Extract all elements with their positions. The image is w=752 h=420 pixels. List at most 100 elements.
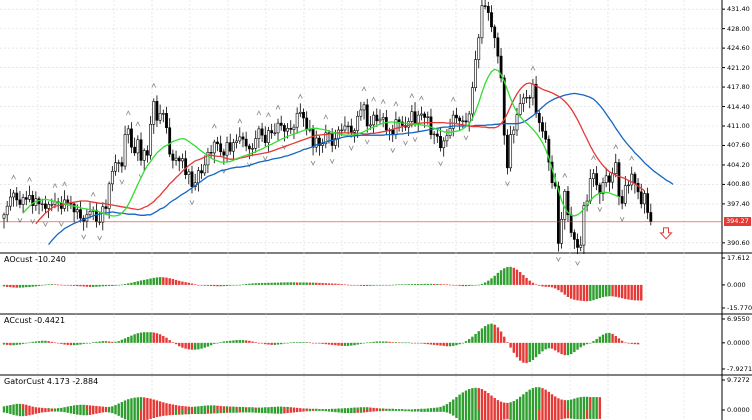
- histogram-bar: [391, 284, 394, 286]
- candle-body: [607, 175, 611, 183]
- candle-body: [576, 239, 579, 248]
- histogram-bar: [525, 391, 528, 410]
- histogram-bar: [369, 407, 372, 410]
- histogram-bar: [547, 284, 551, 287]
- histogram-bar: [257, 283, 261, 285]
- histogram-bar: [152, 332, 155, 343]
- fractal-down-icon: [189, 200, 195, 206]
- histogram-bar: [528, 410, 531, 420]
- histogram-bar: [165, 403, 168, 410]
- histogram-bar: [209, 410, 213, 414]
- candle-body: [636, 182, 640, 193]
- histogram-bar: [95, 405, 98, 410]
- histogram-bar: [174, 405, 178, 410]
- histogram-bar: [448, 284, 452, 286]
- histogram-bar: [283, 282, 286, 285]
- histogram-bar: [413, 342, 417, 344]
- histogram-bar: [531, 282, 535, 285]
- histogram-bar: [356, 342, 359, 345]
- histogram-bar: [579, 397, 582, 410]
- histogram-bar: [178, 342, 181, 347]
- ao-histogram: [2, 266, 643, 302]
- histogram-bar: [366, 407, 369, 410]
- histogram-bar: [547, 391, 551, 410]
- histogram-bar: [566, 342, 570, 356]
- indicator-tick-label: -15.770: [727, 304, 752, 312]
- histogram-bar: [209, 342, 213, 346]
- histogram-bar: [101, 341, 104, 343]
- histogram-bar: [82, 342, 85, 344]
- histogram-bar: [426, 410, 429, 412]
- histogram-bar: [401, 342, 404, 344]
- histogram-bar: [525, 342, 528, 364]
- histogram-bar: [534, 284, 538, 286]
- histogram-bar: [101, 284, 104, 287]
- histogram-bar: [276, 410, 280, 414]
- price-tick-label: 400.80: [727, 180, 750, 189]
- histogram-bar: [582, 284, 586, 302]
- histogram-bar: [149, 410, 152, 419]
- candle-body: [340, 129, 344, 132]
- histogram-bar: [385, 410, 388, 411]
- histogram-bar: [608, 332, 611, 343]
- histogram-bar: [225, 341, 229, 343]
- price-tick-label: 424.60: [727, 44, 750, 53]
- histogram-bar: [295, 282, 299, 285]
- histogram-bar: [184, 410, 187, 415]
- histogram-bar: [305, 410, 308, 412]
- histogram-bar: [85, 342, 89, 344]
- fractal-down-icon: [348, 145, 354, 151]
- histogram-bar: [184, 342, 187, 349]
- histogram-bar: [225, 406, 229, 410]
- histogram-bar: [241, 340, 245, 343]
- histogram-bar: [343, 408, 347, 410]
- candle-body: [292, 126, 296, 130]
- candle-body: [12, 192, 15, 198]
- histogram-bar: [120, 410, 124, 418]
- histogram-bar: [238, 406, 241, 410]
- candle-body: [442, 140, 446, 149]
- histogram-bar: [251, 341, 254, 343]
- histogram-bar: [136, 397, 140, 410]
- candle-body: [477, 37, 481, 60]
- histogram-bar: [334, 283, 337, 285]
- histogram-bar: [569, 399, 573, 410]
- histogram-bar: [566, 410, 570, 419]
- histogram-bar: [162, 402, 165, 410]
- histogram-bar: [455, 410, 458, 419]
- histogram-bar: [624, 342, 627, 344]
- histogram-bar: [193, 284, 197, 285]
- histogram-bar: [474, 333, 477, 343]
- candle-body: [270, 130, 274, 134]
- histogram-bar: [554, 396, 557, 410]
- candle-body: [426, 116, 430, 118]
- histogram-bar: [528, 342, 531, 363]
- histogram-bar: [493, 397, 496, 410]
- histogram-bar: [219, 405, 222, 410]
- histogram-bar: [12, 404, 15, 410]
- histogram-bar: [197, 342, 200, 350]
- histogram-bar: [235, 340, 238, 343]
- histogram-bar: [302, 342, 305, 343]
- histogram-bar: [445, 284, 449, 286]
- histogram-bar: [362, 284, 366, 286]
- fractal-up-icon: [629, 155, 635, 161]
- histogram-bar: [76, 410, 79, 415]
- histogram-bar: [640, 284, 643, 301]
- histogram-bar: [15, 403, 18, 410]
- price-tick-label: 428.00: [727, 24, 750, 33]
- histogram-bar: [413, 409, 417, 410]
- histogram-bar: [155, 333, 159, 343]
- histogram-bar: [378, 284, 382, 286]
- histogram-bar: [499, 401, 503, 410]
- histogram-bar: [295, 410, 299, 413]
- candle-body: [203, 164, 207, 174]
- histogram-bar: [515, 399, 519, 410]
- histogram-bar: [260, 282, 264, 285]
- histogram-bar: [506, 402, 509, 410]
- histogram-bar: [315, 342, 318, 344]
- histogram-bar: [461, 392, 465, 410]
- histogram-bar: [264, 410, 267, 414]
